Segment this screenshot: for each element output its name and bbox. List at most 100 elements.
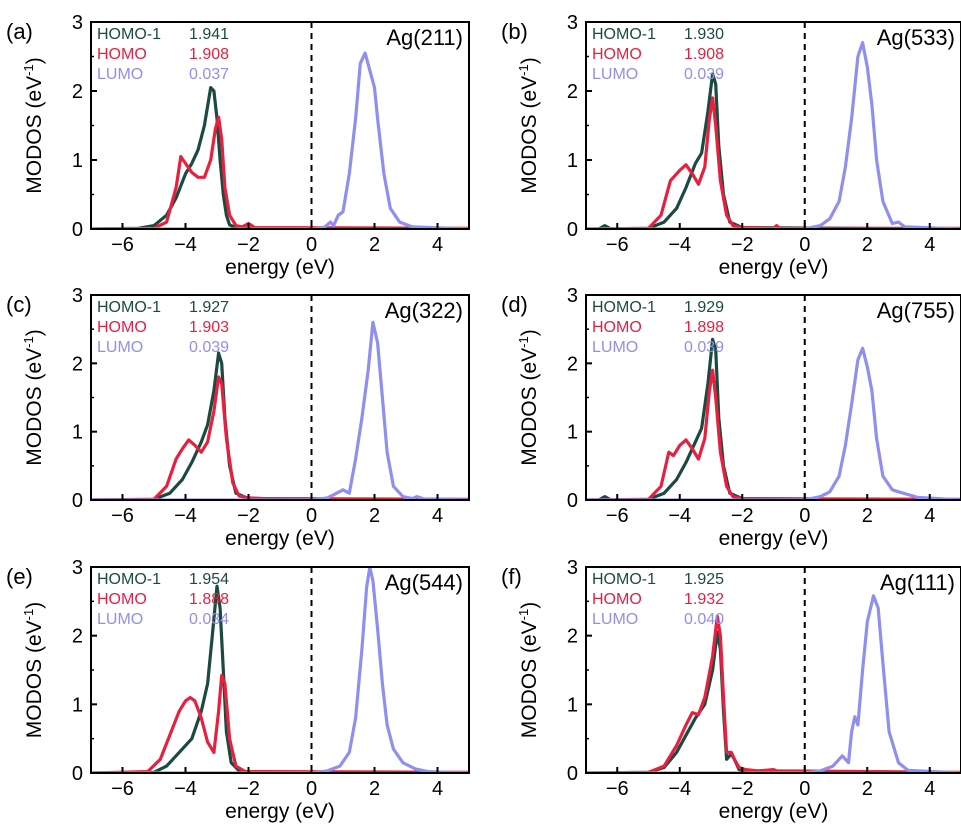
y-tick-label: 1 (72, 694, 83, 716)
x-tick-label: 0 (799, 505, 810, 527)
y-tick-label: 1 (72, 422, 83, 444)
x-tick-label: −6 (111, 778, 134, 800)
legend-series-name: HOMO (592, 46, 642, 63)
legend-series-value: 1.888 (189, 591, 229, 608)
y-tick-label: 3 (567, 285, 578, 307)
x-tick-label: −6 (111, 505, 134, 527)
x-tick-label: −4 (668, 234, 691, 256)
legend-series-value: 1.954 (189, 571, 229, 588)
legend-series-name: LUMO (592, 611, 638, 628)
surface-label: Ag(211) (386, 25, 463, 50)
x-tick-label: −2 (731, 234, 754, 256)
series-line-lumo (91, 567, 469, 773)
x-tick-label: 2 (369, 778, 380, 800)
x-tick-label: 0 (306, 234, 317, 256)
y-tick-label: 1 (567, 694, 578, 716)
panel-b: −6 −4 −2 0 2 4 0 1 2 3 energy (eV) MODOS (eV-1) (b) A… (501, 12, 961, 279)
y-tick-label: 2 (567, 353, 578, 375)
plot-frame (585, 566, 961, 774)
x-tick-label: 4 (924, 505, 935, 527)
x-tick-label: 0 (306, 505, 317, 527)
legend-series-name: LUMO (97, 611, 143, 628)
series-line-homo-1 (91, 351, 469, 500)
series-line-homo (586, 614, 961, 773)
series-line-homo (586, 368, 961, 500)
series-line-lumo (91, 51, 469, 229)
plot-frame (90, 566, 470, 774)
x-tick-label: −2 (237, 778, 260, 800)
x-tick-label: 4 (432, 234, 443, 256)
x-tick-label: 4 (924, 778, 935, 800)
surface-label: Ag(111) (880, 570, 955, 595)
y-axis-label: MODOS (eV-1) (21, 329, 46, 465)
series-line-homo (91, 673, 469, 773)
y-tick-label: 0 (567, 763, 578, 785)
legend-series-name: HOMO-1 (592, 299, 656, 316)
x-tick-label: −4 (668, 778, 691, 800)
y-axis-label: MODOS (eV-1) (516, 329, 541, 465)
legend-series-value: 1.930 (684, 26, 724, 43)
y-tick-label: 2 (567, 626, 578, 648)
panel-a: −6 −4 −2 0 2 4 0 1 2 3 energy (eV) MODOS (eV-1) (a) A… (6, 12, 470, 279)
legend-series-value: 1.898 (684, 319, 724, 336)
legend-series-name: LUMO (592, 339, 638, 356)
x-tick-label: −4 (174, 505, 197, 527)
legend-series-value: 1.929 (684, 299, 724, 316)
y-axis-label: MODOS (eV-1) (516, 57, 541, 193)
legend-series-name: HOMO-1 (97, 26, 161, 43)
y-tick-label: 1 (72, 150, 83, 172)
y-tick-label: 0 (72, 219, 83, 241)
legend-series-value: 0.034 (189, 611, 229, 628)
series-line-homo (586, 96, 961, 229)
legend-series-value: 1.908 (684, 46, 724, 63)
y-axis-label: MODOS (eV-1) (21, 57, 46, 193)
x-tick-label: 0 (799, 234, 810, 256)
x-tick-label: 2 (369, 505, 380, 527)
panel-label: (d) (501, 292, 528, 317)
y-tick-label: 2 (72, 626, 83, 648)
y-tick-label: 3 (567, 12, 578, 34)
series-line-homo-1 (586, 72, 961, 229)
y-tick-label: 2 (72, 353, 83, 375)
plot-frame (585, 294, 961, 501)
legend-series-value: 1.941 (189, 26, 229, 43)
plot-frame (90, 21, 470, 230)
x-axis-label: energy (eV) (225, 800, 335, 823)
x-axis-label: energy (eV) (719, 800, 829, 823)
x-tick-label: 2 (862, 778, 873, 800)
series-line-lumo (586, 41, 961, 229)
x-axis-label: energy (eV) (225, 527, 335, 550)
x-tick-label: 4 (432, 505, 443, 527)
series-line-lumo (586, 594, 961, 773)
legend-series-value: 1.908 (189, 46, 229, 63)
series-line-homo-1 (586, 630, 961, 773)
panel-label: (f) (501, 564, 522, 589)
x-tick-label: −6 (606, 505, 629, 527)
y-tick-label: 1 (567, 422, 578, 444)
panel-d: −6 −4 −2 0 2 4 0 1 2 3 energy (eV) MODOS (eV-1) (d) A… (501, 285, 961, 550)
legend-series-value: 1.925 (684, 571, 724, 588)
y-tick-label: 2 (72, 81, 83, 103)
legend-series-name: LUMO (97, 339, 143, 356)
panel-label: (c) (6, 292, 32, 317)
series-line-lumo (586, 346, 961, 500)
x-axis-label: energy (eV) (719, 256, 829, 279)
legend-series-value: 0.039 (684, 339, 724, 356)
y-tick-label: 0 (72, 490, 83, 512)
series-line-homo-1 (91, 584, 469, 773)
y-tick-label: 0 (567, 490, 578, 512)
series-line-homo (91, 375, 469, 500)
x-tick-label: −2 (731, 778, 754, 800)
panel-c: −6 −4 −2 0 2 4 0 1 2 3 energy (eV) MODOS (eV-1) (c) A… (6, 285, 470, 550)
panel-label: (a) (6, 19, 33, 44)
legend-series-name: HOMO (97, 46, 147, 63)
legend-series-name: HOMO (592, 591, 642, 608)
legend-series-value: 0.039 (684, 66, 724, 83)
legend-series-value: 0.040 (684, 611, 724, 628)
x-tick-label: 0 (306, 778, 317, 800)
x-tick-label: −6 (111, 234, 134, 256)
legend-series-value: 1.927 (189, 299, 229, 316)
legend-series-name: LUMO (592, 66, 638, 83)
series-line-lumo (91, 320, 469, 500)
